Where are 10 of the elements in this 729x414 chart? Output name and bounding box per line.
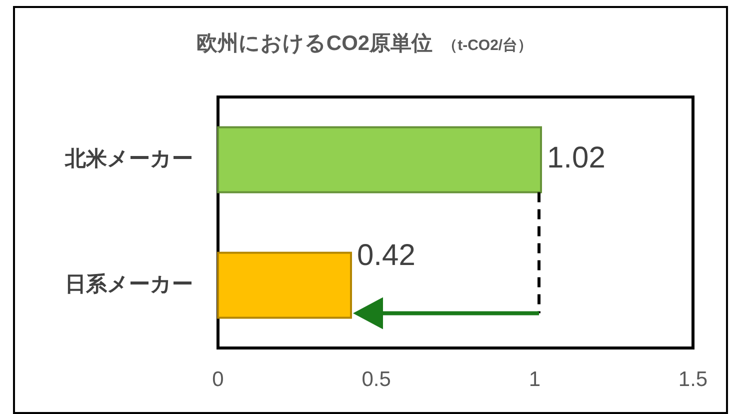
data-label: 1.02 [547, 142, 606, 175]
chart-title: 欧州におけるCO2原単位 [196, 32, 433, 55]
x-tick-label: 0.5 [362, 368, 391, 391]
y-tick-label: 日系メーカー [65, 272, 193, 296]
y-tick-label: 北米メーカー [64, 147, 193, 170]
chart-subtitle: （t-CO2/台） [442, 37, 533, 54]
x-tick-label: 1.5 [678, 368, 708, 391]
x-tick-label: 1 [528, 368, 541, 391]
x-tick-label: 0 [212, 368, 224, 391]
data-label: 0.42 [357, 239, 416, 272]
